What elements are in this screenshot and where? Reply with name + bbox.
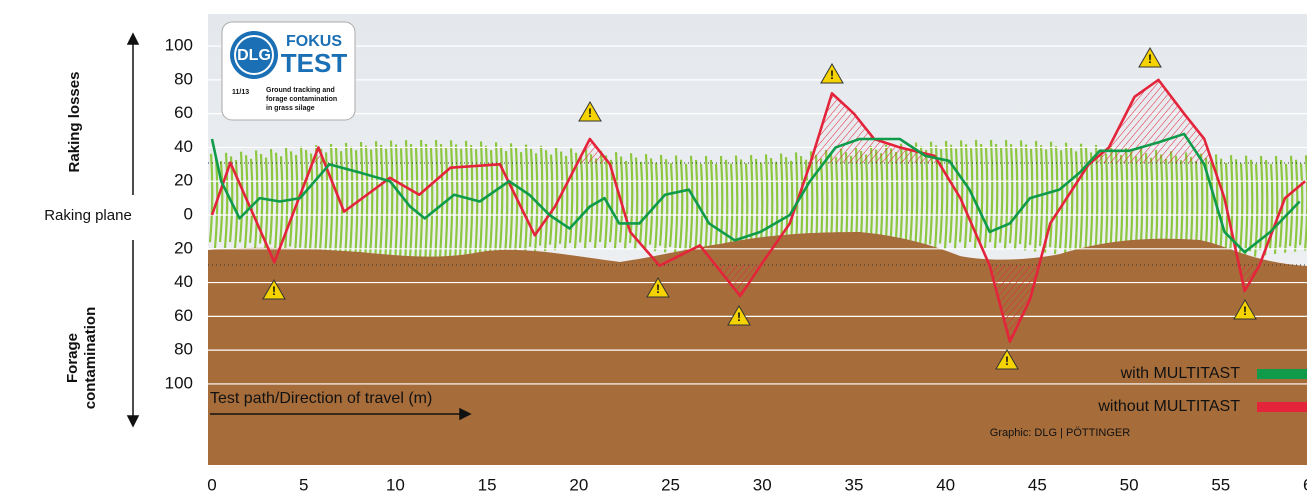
y-tick-label: 60	[174, 306, 193, 325]
x-tick-label: 10	[386, 475, 405, 493]
x-axis-label: Test path/Direction of travel (m)	[210, 390, 432, 407]
x-tick-label: 45	[1028, 475, 1047, 493]
y-tick-label: 80	[174, 340, 193, 359]
badge: DLG FOKUS TEST 11/13 Ground tracking and…	[222, 22, 355, 120]
badge-line2: TEST	[281, 48, 348, 78]
legend-label: without MULTITAST	[1097, 398, 1240, 415]
y-label-bottom: contamination	[82, 307, 99, 410]
badge-caption: in grass silage	[266, 105, 315, 112]
x-tick-label: 35	[844, 475, 863, 493]
svg-text:!: !	[1243, 304, 1247, 318]
y-label-bottom: Forage	[64, 333, 81, 383]
y-tick-label: 20	[174, 171, 193, 190]
svg-text:!: !	[830, 68, 834, 82]
y-tick-label: 20	[174, 238, 193, 257]
svg-text:!: !	[272, 284, 276, 298]
x-tick-label: 55	[1211, 475, 1230, 493]
y-tick-label: 60	[174, 103, 193, 122]
y-tick-label: 40	[174, 272, 193, 291]
y-tick-label: 40	[174, 137, 193, 156]
source: Graphic: DLG | PÖTTINGER	[990, 427, 1130, 439]
x-tick-label: 25	[661, 475, 680, 493]
x-tick-label: 15	[478, 475, 497, 493]
badge-logo: DLG	[237, 47, 271, 64]
y-label-top: Raking losses	[66, 72, 83, 173]
x-tick-label: 50	[1120, 475, 1139, 493]
y-tick-label: 80	[174, 69, 193, 88]
x-tick-label: 20	[569, 475, 588, 493]
x-tick-label: 30	[753, 475, 772, 493]
x-tick-label: 40	[936, 475, 955, 493]
badge-issue: 11/13	[232, 89, 249, 96]
x-tick-label: 60	[1303, 475, 1307, 493]
svg-text:!: !	[656, 282, 660, 296]
svg-text:!: !	[1148, 52, 1152, 66]
y-tick-label: 0	[184, 204, 193, 223]
legend-swatch	[1257, 402, 1307, 412]
svg-text:!: !	[588, 106, 592, 120]
chart: ! ! ! ! ! ! ! ! DLG FOKUS TEST 11/13 Gro…	[0, 0, 1307, 493]
legend-label: with MULTITAST	[1120, 365, 1241, 382]
badge-caption: forage contamination	[266, 96, 337, 103]
legend-swatch	[1257, 369, 1307, 379]
y-tick-label: 100	[165, 373, 193, 392]
x-tick-label: 0	[207, 475, 216, 493]
svg-text:!: !	[737, 310, 741, 324]
svg-text:!: !	[1005, 354, 1009, 368]
y-label-zero: Raking plane	[44, 207, 132, 224]
badge-caption: Ground tracking and	[266, 87, 335, 94]
y-tick-label: 100	[165, 36, 193, 55]
x-tick-label: 5	[299, 475, 308, 493]
